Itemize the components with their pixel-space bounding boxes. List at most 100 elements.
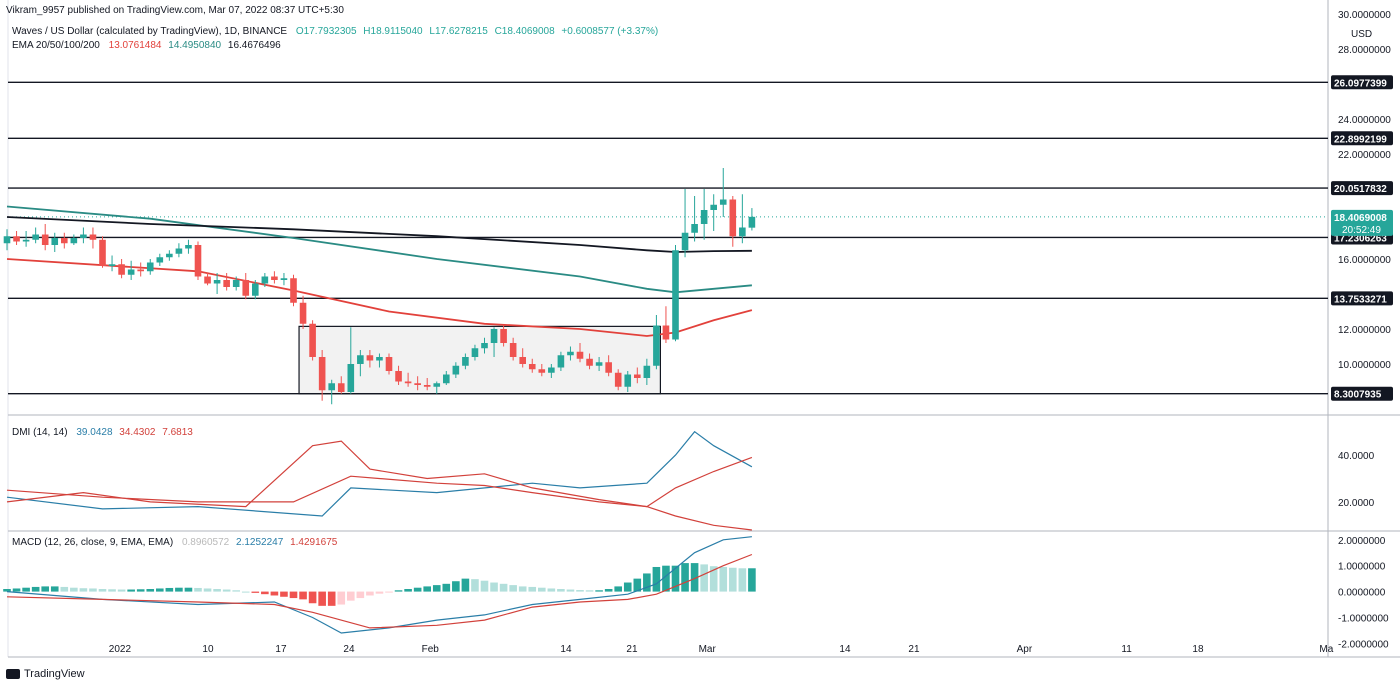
macd-value-3: 1.4291675 bbox=[290, 537, 338, 548]
macd-histogram-bar bbox=[127, 589, 135, 592]
candle-body bbox=[462, 357, 469, 366]
macd-histogram-bar bbox=[557, 589, 565, 592]
macd-histogram-bar bbox=[614, 586, 622, 592]
candle-body bbox=[252, 283, 259, 296]
macd-histogram-bar bbox=[184, 587, 193, 592]
horizontal-level-label-bg bbox=[1331, 386, 1393, 401]
candle-body bbox=[32, 234, 39, 240]
candle-body bbox=[691, 224, 698, 233]
horizontal-level-label: 26.0977399 bbox=[1334, 78, 1387, 89]
macd-histogram-bar bbox=[375, 591, 384, 594]
horizontal-level-label-bg bbox=[1331, 291, 1393, 306]
candle-body bbox=[318, 357, 326, 391]
time-axis-tick: Feb bbox=[422, 644, 440, 655]
candle-body bbox=[500, 329, 507, 343]
macd-histogram-bar bbox=[643, 573, 651, 592]
macd-histogram-bar bbox=[289, 591, 298, 599]
macd-histogram-bar bbox=[31, 586, 40, 592]
macd-histogram-bar bbox=[136, 589, 145, 592]
ema-value-1: 13.0761484 bbox=[108, 40, 162, 51]
candle-body bbox=[127, 269, 135, 275]
horizontal-level-label: 8.3007935 bbox=[1334, 390, 1382, 401]
candle-body bbox=[366, 355, 374, 361]
macd-histogram-bar bbox=[194, 587, 202, 592]
macd-axis-tick: -2.0000000 bbox=[1338, 639, 1389, 650]
macd-histogram-bar bbox=[156, 588, 164, 592]
candle-body bbox=[357, 355, 364, 364]
macd-histogram-bar bbox=[404, 589, 412, 592]
candle-body bbox=[347, 364, 355, 392]
time-axis-tick: 21 bbox=[626, 644, 638, 655]
candle-body bbox=[290, 278, 297, 303]
candle-body bbox=[700, 210, 708, 224]
macd-histogram-bar bbox=[738, 568, 747, 592]
dmi-value-1: 39.0428 bbox=[76, 427, 113, 438]
candle-body bbox=[414, 383, 421, 385]
macd-label: MACD (12, 26, close, 9, EMA, EMA) bbox=[12, 537, 174, 548]
macd-histogram-bar bbox=[41, 586, 49, 592]
candle-body bbox=[395, 371, 402, 382]
price-axis-tick: 22.0000000 bbox=[1338, 150, 1391, 161]
macd-histogram-bar bbox=[633, 578, 642, 592]
macd-histogram-bar bbox=[585, 590, 594, 592]
macd-histogram-bar bbox=[261, 591, 269, 595]
macd-histogram-bar bbox=[719, 566, 728, 592]
macd-histogram-bar bbox=[175, 587, 183, 592]
candle-body bbox=[328, 383, 335, 391]
macd-histogram-bar bbox=[308, 591, 317, 604]
time-axis-tick: 18 bbox=[1192, 644, 1204, 655]
macd-histogram-bar bbox=[461, 578, 470, 592]
candle-body bbox=[662, 325, 670, 340]
symbol-legend: Waves / US Dollar (calculated by Trading… bbox=[12, 26, 658, 37]
candle-body bbox=[99, 239, 106, 266]
candle-body bbox=[729, 199, 737, 237]
time-axis-tick: Ma bbox=[1319, 644, 1333, 655]
macd-histogram-bar bbox=[604, 589, 613, 592]
macd-histogram-bar bbox=[499, 583, 508, 592]
macd-histogram-bar bbox=[12, 588, 21, 592]
macd-histogram-bar bbox=[709, 566, 718, 592]
macd-histogram-bar bbox=[681, 563, 689, 592]
time-axis-tick: Apr bbox=[1017, 644, 1033, 655]
macd-histogram-bar bbox=[280, 591, 288, 597]
macd-histogram-bar bbox=[652, 566, 661, 592]
candle-body bbox=[89, 234, 97, 240]
candle-body bbox=[509, 343, 517, 357]
macd-histogram-bar bbox=[50, 586, 59, 592]
candle-body bbox=[194, 245, 202, 277]
macd-histogram-bar bbox=[356, 591, 365, 599]
candle-body bbox=[166, 253, 173, 258]
macd-histogram-bar bbox=[232, 590, 240, 592]
candle-body bbox=[595, 362, 603, 366]
candle-body bbox=[653, 325, 660, 366]
candle-body bbox=[672, 250, 679, 340]
candle-body bbox=[567, 351, 574, 356]
macd-histogram-bar bbox=[662, 565, 670, 592]
macd-histogram-bar bbox=[337, 591, 346, 605]
ema-label: EMA 20/50/100/200 bbox=[12, 40, 100, 51]
macd-histogram-bar bbox=[3, 589, 11, 592]
tradingview-brand[interactable]: TradingView bbox=[6, 668, 85, 680]
ema-value-3: 16.4676496 bbox=[227, 40, 281, 51]
candle-body bbox=[423, 385, 431, 387]
candle-body bbox=[576, 351, 584, 359]
macd-histogram-bar bbox=[413, 587, 422, 592]
candle-body bbox=[443, 374, 450, 384]
macd-histogram-bar bbox=[518, 586, 527, 592]
candle-body bbox=[146, 262, 154, 272]
candle-body bbox=[404, 381, 412, 384]
ohlc-low: L17.6278215 bbox=[429, 26, 488, 37]
dmi-value-3: 7.6813 bbox=[162, 427, 193, 438]
candle-body bbox=[748, 216, 756, 228]
macd-axis-tick: 2.0000000 bbox=[1338, 536, 1386, 547]
price-axis-tick: 10.0000000 bbox=[1338, 360, 1391, 371]
macd-histogram-bar bbox=[117, 589, 126, 592]
candle-body bbox=[3, 236, 11, 244]
candle-body bbox=[204, 276, 211, 284]
macd-histogram-bar bbox=[623, 582, 632, 592]
candle-body bbox=[280, 278, 288, 280]
macd-histogram-bar bbox=[89, 588, 97, 592]
last-price-label: 18.4069008 bbox=[1334, 213, 1387, 224]
